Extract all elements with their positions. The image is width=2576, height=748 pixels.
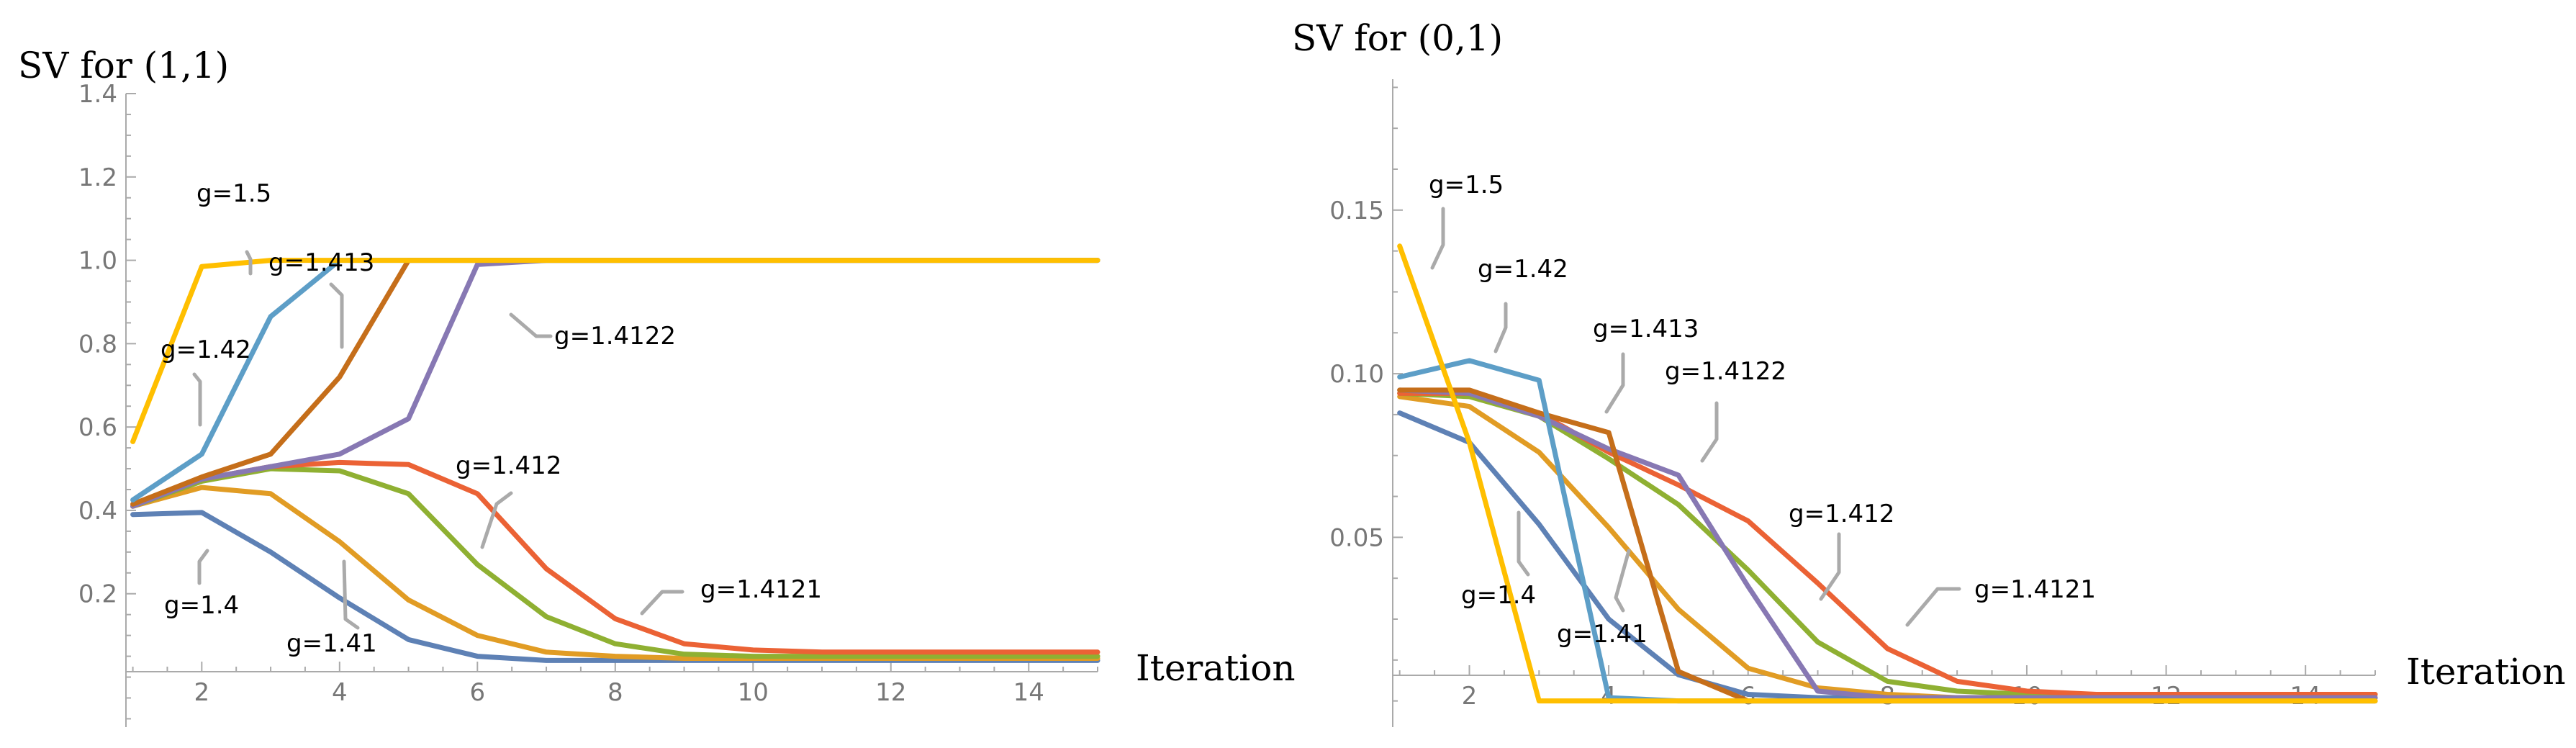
left-series-line-g=1.41	[130, 485, 1101, 661]
right-y-axis-title: SV for (0,1)	[1292, 17, 1503, 59]
left-leaders	[192, 250, 684, 630]
left-leader-g1.5	[245, 250, 253, 276]
right-series-line-g=1.5	[1397, 243, 2378, 704]
left-leader-g1.412	[480, 491, 513, 549]
right-leader-g1.4121	[1905, 587, 1961, 627]
left-x-tick-label: 2	[194, 678, 209, 707]
left-label-g1.5: g=1.5	[196, 179, 271, 208]
chart-right: SV for (0,1) Iteration 2 4 6 8 10 12 140.050.1…	[1292, 17, 2566, 727]
left-leader-g1.42	[192, 372, 202, 427]
left-label-g1.413: g=1.413	[268, 248, 374, 277]
right-series-line-g=1.4122	[1397, 387, 2378, 700]
right-label-g1.413: g=1.413	[1593, 315, 1699, 343]
right-y-tick-label: 0.05	[1329, 523, 1384, 552]
left-leader-g1.41	[342, 559, 360, 630]
right-leader-g1.412	[1819, 532, 1841, 601]
left-label-g1.4: g=1.4	[164, 591, 239, 620]
left-y-tick-label: 1.0	[78, 247, 117, 276]
right-series-labels: g=1.5 g=1.42 g=1.413 g=1.4122 g=1.412 g=…	[1429, 171, 2096, 649]
left-label-g1.41: g=1.41	[286, 629, 377, 658]
right-leader-g1.413	[1604, 352, 1625, 414]
left-series-line-g=1.4	[130, 510, 1101, 663]
right-label-g1.4121: g=1.4121	[1974, 575, 2096, 604]
left-series-line-g=1.4121	[130, 466, 1101, 659]
right-x-tick-label: 2	[1462, 682, 1478, 711]
right-y-tick-label: 0.10	[1329, 360, 1384, 389]
left-series-labels: g=1.5 g=1.413 g=1.42 g=1.4122 g=1.412 g=…	[161, 179, 822, 658]
right-label-g1.42: g=1.42	[1478, 255, 1568, 284]
left-x-tick-label: 4	[332, 678, 348, 707]
right-leader-g1.4122	[1700, 401, 1719, 463]
left-y-tick-label: 0.4	[78, 497, 117, 526]
left-series-lines	[130, 258, 1101, 663]
left-label-g1.42: g=1.42	[161, 335, 251, 364]
right-leader-g1.42	[1493, 302, 1508, 353]
left-x-tick-label: 12	[875, 678, 906, 707]
right-label-g1.412: g=1.412	[1789, 500, 1894, 528]
left-x-axis-title: Iteration	[1136, 647, 1296, 689]
right-leaders	[1430, 207, 1961, 627]
right-leader-g1.5	[1430, 207, 1445, 270]
left-ticks: 2 4 6 8 10 12 14 0.2 0.4 0.6 0.8 1.0 1.2 1.4	[78, 80, 1098, 720]
left-label-g1.4122: g=1.4122	[554, 322, 676, 351]
right-leader-g1.4	[1517, 510, 1530, 577]
left-y-tick-label: 1.2	[78, 163, 117, 192]
left-label-g1.4121: g=1.4121	[700, 575, 822, 604]
left-x-tick-label: 10	[738, 678, 769, 707]
left-leader-g1.4121	[640, 590, 684, 616]
left-series-line-g=1.5	[130, 258, 1101, 444]
left-y-axis-title: SV for (1,1)	[18, 45, 229, 86]
right-label-g1.4: g=1.4	[1461, 581, 1536, 610]
left-y-tick-label: 0.6	[78, 413, 117, 442]
left-x-tick-label: 14	[1013, 678, 1044, 707]
right-series-line-g=1.41	[1397, 394, 2378, 700]
chart-left: SV for (1,1) Iteration 2 4 6 8 10 12 14 0.2 0.4 0…	[18, 45, 1296, 727]
left-x-tick-label: 6	[469, 678, 485, 707]
left-leader-g1.413	[329, 282, 344, 349]
right-label-g1.4122: g=1.4122	[1665, 357, 1786, 386]
left-leader-g1.4	[197, 549, 209, 585]
left-leader-g1.4122	[509, 312, 553, 338]
right-series-line-g=1.4	[1397, 410, 2378, 700]
right-series-line-g=1.413	[1397, 387, 2378, 704]
right-x-axis-title: Iteration	[2406, 651, 2566, 693]
right-series-line-g=1.412	[1397, 390, 2378, 698]
right-leader-g1.41	[1614, 549, 1631, 613]
right-series-lines	[1397, 243, 2378, 704]
left-y-tick-label: 0.8	[78, 330, 117, 359]
left-x-tick-label: 8	[607, 678, 623, 707]
left-label-g1.412: g=1.412	[456, 451, 561, 480]
right-label-g1.5: g=1.5	[1429, 171, 1504, 199]
left-y-tick-label: 1.4	[78, 80, 117, 109]
right-label-g1.41: g=1.41	[1557, 620, 1648, 649]
left-y-tick-label: 0.2	[78, 580, 117, 609]
left-series-line-g=1.412	[130, 459, 1101, 655]
right-y-tick-label: 0.15	[1329, 197, 1384, 225]
